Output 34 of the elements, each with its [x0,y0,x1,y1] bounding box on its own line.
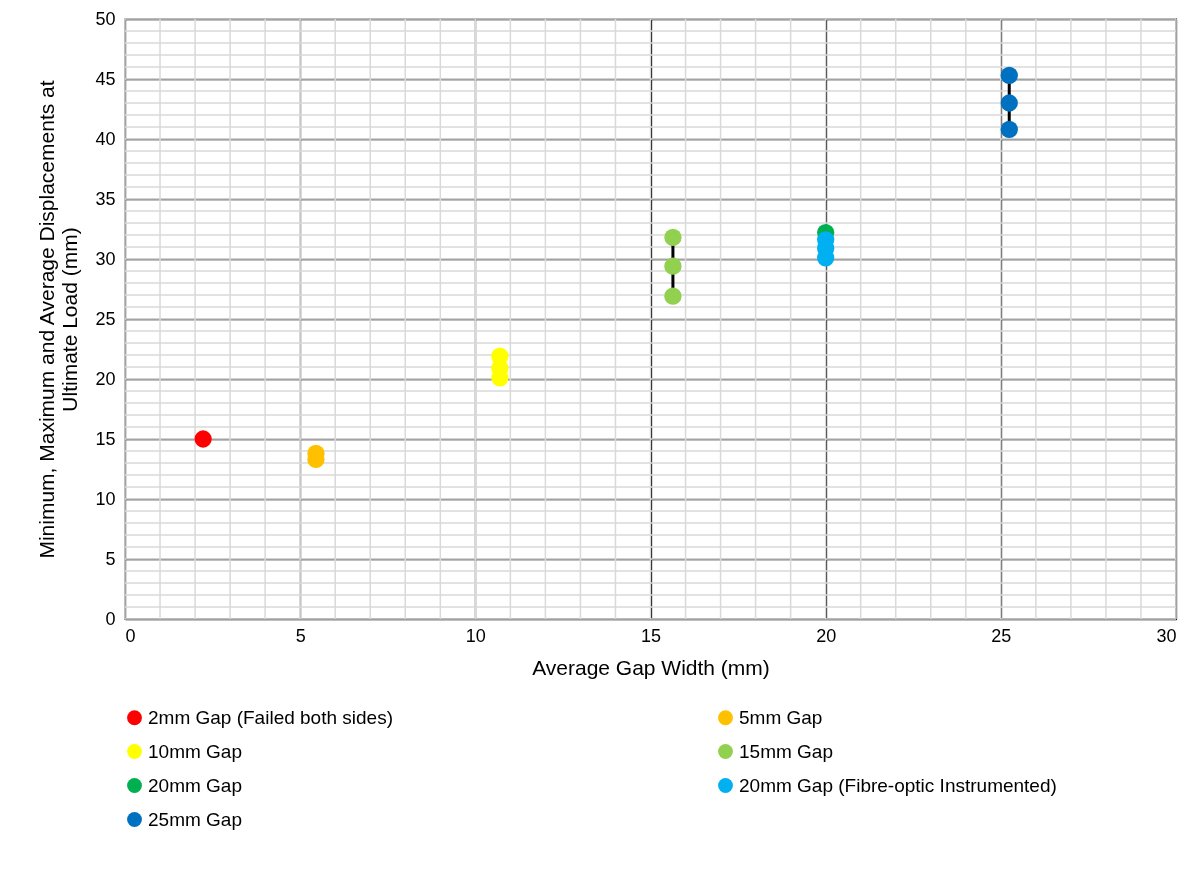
point [664,228,682,247]
y-tick-label: 5 [105,548,116,569]
legend-label: 25mm Gap [148,808,242,830]
point [1000,120,1018,139]
y-tick-label: 35 [95,188,116,209]
x-axis-title: Average Gap Width (mm) [532,655,770,679]
legend-label: 10mm Gap [148,740,242,762]
y-tick-label: 50 [95,8,116,29]
x-tick-label: 25 [991,625,1012,646]
x-tick-label: 10 [465,625,486,646]
legend-label: 20mm Gap [148,774,242,796]
y-tick-label: 25 [95,308,116,329]
y-tick-label: 45 [95,68,116,89]
x-tick-label: 5 [295,625,306,646]
y-tick-label: 40 [95,128,116,149]
y-tick-label: 20 [95,368,116,389]
legend-label: 5mm Gap [739,706,823,728]
point [664,257,682,275]
x-tick-label: 15 [640,625,662,646]
point [194,430,212,448]
point [1000,94,1018,112]
y-tick-label: 10 [95,488,116,509]
point [664,287,682,305]
y-tick-label: 0 [105,608,116,629]
y-tick-label: 30 [95,248,116,269]
x-tick-label: 30 [1156,625,1177,646]
y-axis-title: Minimum, Maximum and Average Displacements at Ultimate Load (mm) [35,80,82,559]
point [1000,66,1018,85]
y-tick-label: 15 [95,428,116,449]
legend-label: 2mm Gap (Failed both sides) [148,706,393,728]
x-tick-label: 0 [125,625,136,646]
legend-label: 15mm Gap [739,740,833,762]
x-tick-label: 20 [816,625,837,646]
legend-label: 20mm Gap (Fibre-optic Instrumented) [739,774,1057,796]
